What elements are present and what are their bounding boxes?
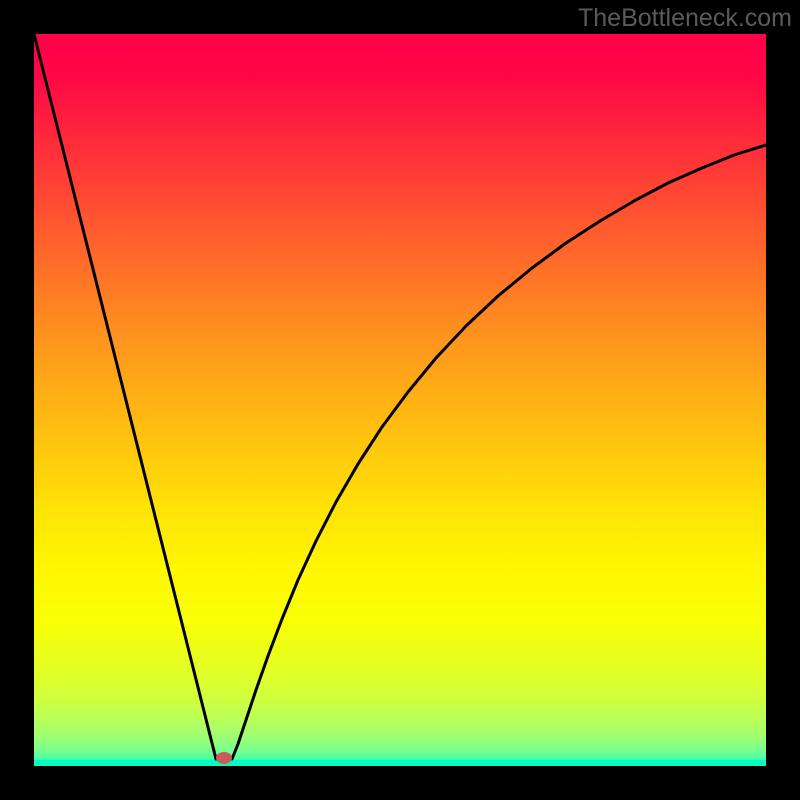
bottleneck-chart xyxy=(0,0,800,800)
bottom-green-band xyxy=(34,760,766,766)
minimum-marker xyxy=(216,752,232,764)
plot-area xyxy=(34,34,766,766)
watermark-text: TheBottleneck.com xyxy=(578,4,792,33)
